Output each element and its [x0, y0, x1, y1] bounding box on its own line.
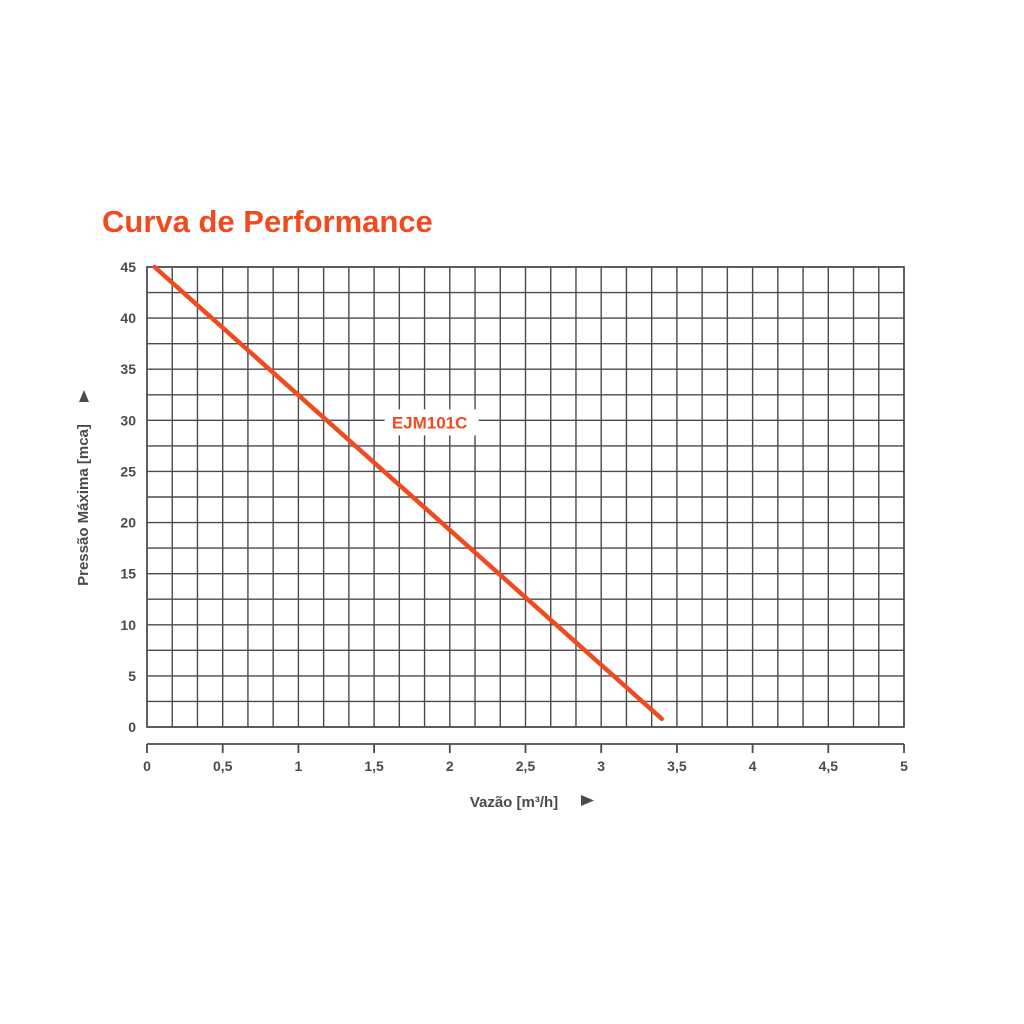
y-tick-label: 15 [120, 566, 136, 582]
y-tick-label: 35 [120, 361, 136, 377]
y-tick-label: 40 [120, 310, 136, 326]
y-tick-label: 5 [128, 668, 136, 684]
x-tick-label: 3 [597, 758, 605, 774]
y-tick-label: 0 [128, 719, 136, 735]
plot-frame [146, 266, 905, 728]
x-axis-arrow-icon [581, 795, 594, 806]
x-tick-label: 0 [143, 758, 151, 774]
series-lines: EJM101C [152, 264, 665, 722]
x-tick-label: 3,5 [667, 758, 687, 774]
x-axis-title: Vazão [m³/h] [470, 794, 558, 811]
x-tick-label: 1,5 [364, 758, 384, 774]
y-tick-label: 10 [120, 617, 136, 633]
y-tick-label: 30 [120, 412, 136, 428]
chart-title: Curva de Performance [102, 204, 433, 239]
y-tick-label: 25 [120, 463, 136, 479]
series-label: EJM101C [392, 413, 468, 432]
y-tick-label: 20 [120, 515, 136, 531]
x-axis [146, 743, 905, 753]
x-tick-label: 1 [295, 758, 303, 774]
x-tick-label: 2,5 [516, 758, 536, 774]
chart-grid [146, 266, 905, 728]
x-tick-labels: 0 0,5 1 1,5 2 2,5 3 3,5 4 4,5 5 [143, 758, 908, 774]
y-axis-arrow-icon [79, 390, 89, 402]
series-line [152, 264, 665, 722]
x-tick-label: 5 [900, 758, 908, 774]
series-label-background [384, 409, 479, 436]
y-tick-labels: 0 5 10 15 20 25 30 35 40 45 [120, 259, 136, 735]
x-tick-label: 4,5 [819, 758, 839, 774]
x-tick-label: 4 [749, 758, 757, 774]
x-tick-label: 0,5 [213, 758, 233, 774]
y-axis-title: Pressão Máxima [mca] [75, 424, 92, 586]
y-tick-label: 45 [120, 259, 136, 275]
x-tick-label: 2 [446, 758, 454, 774]
